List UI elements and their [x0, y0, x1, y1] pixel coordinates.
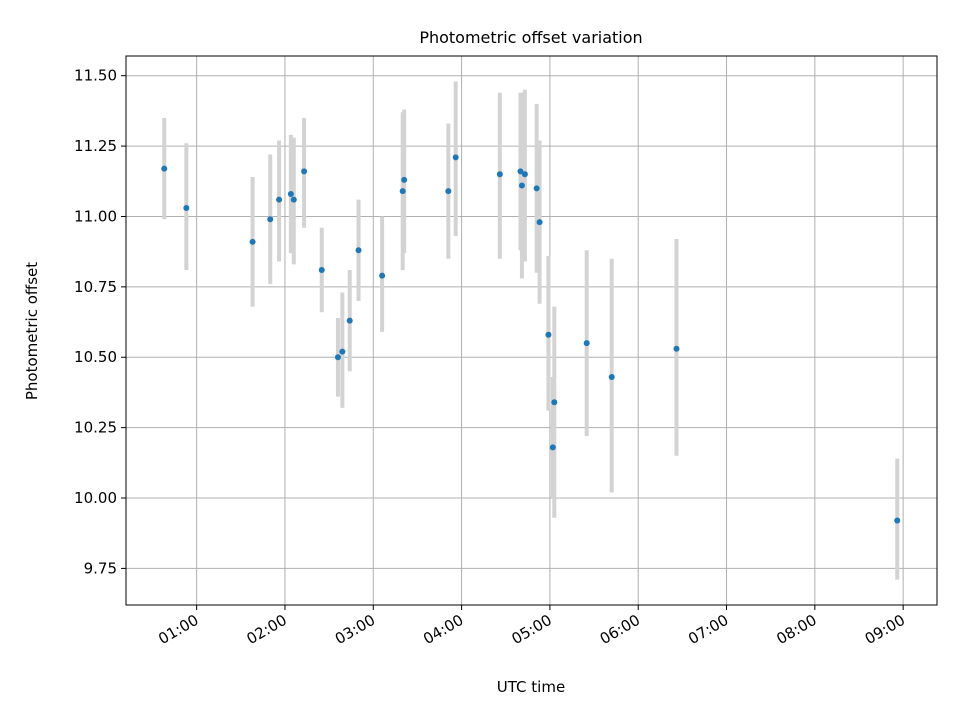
- x-axis-label: UTC time: [497, 678, 565, 696]
- data-point: [401, 176, 408, 183]
- data-point: [290, 196, 297, 203]
- data-point: [334, 354, 341, 361]
- data-point: [339, 348, 346, 355]
- data-point: [545, 331, 552, 338]
- y-tick-label: 10.75: [74, 278, 117, 296]
- data-point: [549, 444, 556, 451]
- data-point: [287, 190, 294, 197]
- y-tick-label: 10.00: [74, 489, 117, 507]
- data-point: [183, 205, 190, 212]
- data-point: [533, 185, 540, 192]
- y-tick-label: 9.75: [84, 559, 117, 577]
- data-point: [452, 154, 459, 161]
- data-point: [445, 188, 452, 195]
- chart-title: Photometric offset variation: [419, 28, 642, 47]
- y-tick-label: 10.25: [74, 419, 117, 437]
- data-point: [536, 219, 543, 226]
- data-point: [249, 238, 256, 245]
- data-point: [346, 317, 353, 324]
- y-tick-label: 10.50: [74, 348, 117, 366]
- point-layer: [161, 154, 901, 524]
- data-point: [379, 272, 386, 279]
- y-tick-label: 11.25: [74, 137, 117, 155]
- data-point: [267, 216, 274, 223]
- data-point: [894, 517, 901, 524]
- data-point: [517, 168, 524, 175]
- data-point: [355, 247, 362, 254]
- data-point: [518, 182, 525, 189]
- data-point: [399, 188, 406, 195]
- data-point: [608, 373, 615, 380]
- data-point: [551, 399, 558, 406]
- y-tick-label: 11.50: [74, 67, 117, 85]
- y-axis-label: Photometric offset: [23, 262, 41, 400]
- data-point: [276, 196, 283, 203]
- data-point: [301, 168, 308, 175]
- data-point: [583, 340, 590, 347]
- data-point: [161, 165, 168, 172]
- data-point: [521, 171, 528, 178]
- data-point: [496, 171, 503, 178]
- y-tick-label: 11.00: [74, 207, 117, 225]
- data-point: [318, 266, 325, 273]
- data-point: [673, 345, 680, 352]
- plot-frame: [125, 55, 938, 606]
